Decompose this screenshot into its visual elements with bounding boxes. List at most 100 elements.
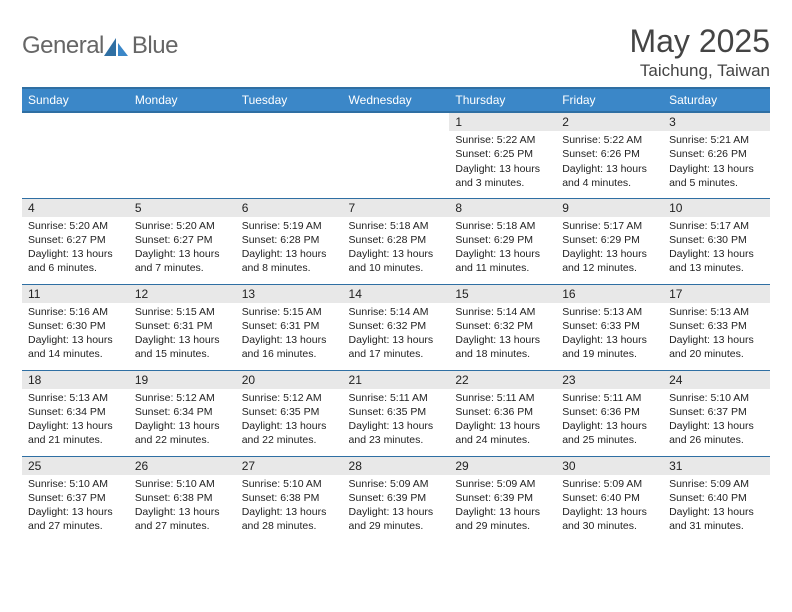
day-number: 14 <box>343 285 450 303</box>
day-details: Sunrise: 5:16 AMSunset: 6:30 PMDaylight:… <box>28 305 123 362</box>
day-line: Sunset: 6:29 PM <box>562 233 657 247</box>
calendar-cell: 28Sunrise: 5:09 AMSunset: 6:39 PMDayligh… <box>343 456 450 542</box>
day-details: Sunrise: 5:20 AMSunset: 6:27 PMDaylight:… <box>135 219 230 276</box>
day-details: Sunrise: 5:11 AMSunset: 6:36 PMDaylight:… <box>562 391 657 448</box>
day-number: 13 <box>236 285 343 303</box>
day-number: 30 <box>556 457 663 475</box>
day-details: Sunrise: 5:11 AMSunset: 6:35 PMDaylight:… <box>349 391 444 448</box>
day-details: Sunrise: 5:10 AMSunset: 6:37 PMDaylight:… <box>28 477 123 534</box>
day-line: Sunrise: 5:17 AM <box>562 219 657 233</box>
day-line: and 28 minutes. <box>242 519 337 533</box>
day-line: Sunset: 6:38 PM <box>242 491 337 505</box>
day-line: and 17 minutes. <box>349 347 444 361</box>
day-details: Sunrise: 5:11 AMSunset: 6:36 PMDaylight:… <box>455 391 550 448</box>
logo-sail-icon <box>104 38 130 56</box>
day-line: Sunrise: 5:10 AM <box>669 391 764 405</box>
day-line: Sunrise: 5:19 AM <box>242 219 337 233</box>
day-line: Sunrise: 5:21 AM <box>669 133 764 147</box>
day-line: Sunset: 6:39 PM <box>349 491 444 505</box>
day-line: Sunrise: 5:09 AM <box>349 477 444 491</box>
day-line: Daylight: 13 hours <box>455 333 550 347</box>
day-details: Sunrise: 5:10 AMSunset: 6:38 PMDaylight:… <box>242 477 337 534</box>
calendar-cell: 27 Sunrise: 5:10 AMSunset: 6:38 PMDayligh… <box>236 456 343 542</box>
calendar-cell: 13Sunrise: 5:15 AMSunset: 6:31 PMDayligh… <box>236 284 343 370</box>
day-details: Sunrise: 5:13 AMSunset: 6:33 PMDaylight:… <box>669 305 764 362</box>
day-line: and 26 minutes. <box>669 433 764 447</box>
day-line: Daylight: 13 hours <box>562 333 657 347</box>
day-details: Sunrise: 5:21 AMSunset: 6:26 PMDaylight:… <box>669 133 764 190</box>
calendar-table: Sunday Monday Tuesday Wednesday Thursday… <box>22 87 770 542</box>
day-details: Sunrise: 5:12 AMSunset: 6:34 PMDaylight:… <box>135 391 230 448</box>
calendar-row: 18Sunrise: 5:13 AMSunset: 6:34 PMDayligh… <box>22 370 770 456</box>
day-line: Daylight: 13 hours <box>669 162 764 176</box>
month-title: May 2025 <box>629 24 770 59</box>
day-line: Sunrise: 5:14 AM <box>455 305 550 319</box>
day-details: Sunrise: 5:10 AMSunset: 6:38 PMDaylight:… <box>135 477 230 534</box>
day-line: Daylight: 13 hours <box>28 419 123 433</box>
calendar-cell <box>343 112 450 198</box>
day-details: Sunrise: 5:22 AMSunset: 6:25 PMDaylight:… <box>455 133 550 190</box>
day-details: Sunrise: 5:20 AMSunset: 6:27 PMDaylight:… <box>28 219 123 276</box>
dayname-friday: Friday <box>556 88 663 112</box>
day-line: and 18 minutes. <box>455 347 550 361</box>
dayname-sunday: Sunday <box>22 88 129 112</box>
day-line: Sunset: 6:26 PM <box>669 147 764 161</box>
day-number: 2 <box>556 113 663 131</box>
day-line: Daylight: 13 hours <box>562 419 657 433</box>
day-line: Sunset: 6:33 PM <box>562 319 657 333</box>
day-line: and 20 minutes. <box>669 347 764 361</box>
day-line: Sunrise: 5:14 AM <box>349 305 444 319</box>
day-line: Sunset: 6:28 PM <box>349 233 444 247</box>
day-line: and 16 minutes. <box>242 347 337 361</box>
day-line: Sunrise: 5:17 AM <box>669 219 764 233</box>
day-line: and 31 minutes. <box>669 519 764 533</box>
calendar-cell: 9Sunrise: 5:17 AMSunset: 6:29 PMDaylight… <box>556 198 663 284</box>
day-details: Sunrise: 5:12 AMSunset: 6:35 PMDaylight:… <box>242 391 337 448</box>
calendar-cell: 20Sunrise: 5:12 AMSunset: 6:35 PMDayligh… <box>236 370 343 456</box>
calendar-cell: 22 Sunrise: 5:11 AMSunset: 6:36 PMDayligh… <box>449 370 556 456</box>
calendar-cell: 8Sunrise: 5:18 AMSunset: 6:29 PMDaylight… <box>449 198 556 284</box>
calendar-row: 1Sunrise: 5:22 AMSunset: 6:25 PMDaylight… <box>22 112 770 198</box>
dayname-tuesday: Tuesday <box>236 88 343 112</box>
day-line: and 14 minutes. <box>28 347 123 361</box>
day-line: Daylight: 13 hours <box>669 333 764 347</box>
day-line: and 6 minutes. <box>28 261 123 275</box>
day-line: Sunrise: 5:20 AM <box>28 219 123 233</box>
day-number: 29 <box>449 457 556 475</box>
day-number: 15 <box>449 285 556 303</box>
day-line: Daylight: 13 hours <box>135 333 230 347</box>
day-details: Sunrise: 5:09 AMSunset: 6:40 PMDaylight:… <box>562 477 657 534</box>
day-number: 25 <box>22 457 129 475</box>
day-line: Sunrise: 5:18 AM <box>349 219 444 233</box>
day-line: Sunset: 6:37 PM <box>28 491 123 505</box>
day-number: 7 <box>343 199 450 217</box>
day-line: Sunrise: 5:10 AM <box>135 477 230 491</box>
day-line: Sunset: 6:30 PM <box>669 233 764 247</box>
day-number: 16 <box>556 285 663 303</box>
day-line: Daylight: 13 hours <box>349 247 444 261</box>
day-number: 22 <box>449 371 556 389</box>
day-line: Sunset: 6:29 PM <box>455 233 550 247</box>
day-number: 23 <box>556 371 663 389</box>
day-number: 24 <box>663 371 770 389</box>
calendar-cell: 29Sunrise: 5:09 AMSunset: 6:39 PMDayligh… <box>449 456 556 542</box>
calendar-cell: 21Sunrise: 5:11 AMSunset: 6:35 PMDayligh… <box>343 370 450 456</box>
day-details: Sunrise: 5:14 AMSunset: 6:32 PMDaylight:… <box>455 305 550 362</box>
day-line: and 13 minutes. <box>669 261 764 275</box>
day-number: 18 <box>22 371 129 389</box>
calendar-cell: 6Sunrise: 5:19 AMSunset: 6:28 PMDaylight… <box>236 198 343 284</box>
day-line: Sunset: 6:32 PM <box>455 319 550 333</box>
day-line: Sunset: 6:35 PM <box>349 405 444 419</box>
calendar-cell: 7 Sunrise: 5:18 AMSunset: 6:28 PMDaylight… <box>343 198 450 284</box>
day-line: Sunset: 6:35 PM <box>242 405 337 419</box>
day-line: Sunset: 6:25 PM <box>455 147 550 161</box>
dayname-monday: Monday <box>129 88 236 112</box>
day-line: Sunset: 6:28 PM <box>242 233 337 247</box>
day-details: Sunrise: 5:10 AMSunset: 6:37 PMDaylight:… <box>669 391 764 448</box>
day-number: 31 <box>663 457 770 475</box>
day-line: Daylight: 13 hours <box>242 419 337 433</box>
day-line: Daylight: 13 hours <box>135 419 230 433</box>
day-number: 27 <box>236 457 343 475</box>
day-line: Daylight: 13 hours <box>455 247 550 261</box>
day-number: 26 <box>129 457 236 475</box>
